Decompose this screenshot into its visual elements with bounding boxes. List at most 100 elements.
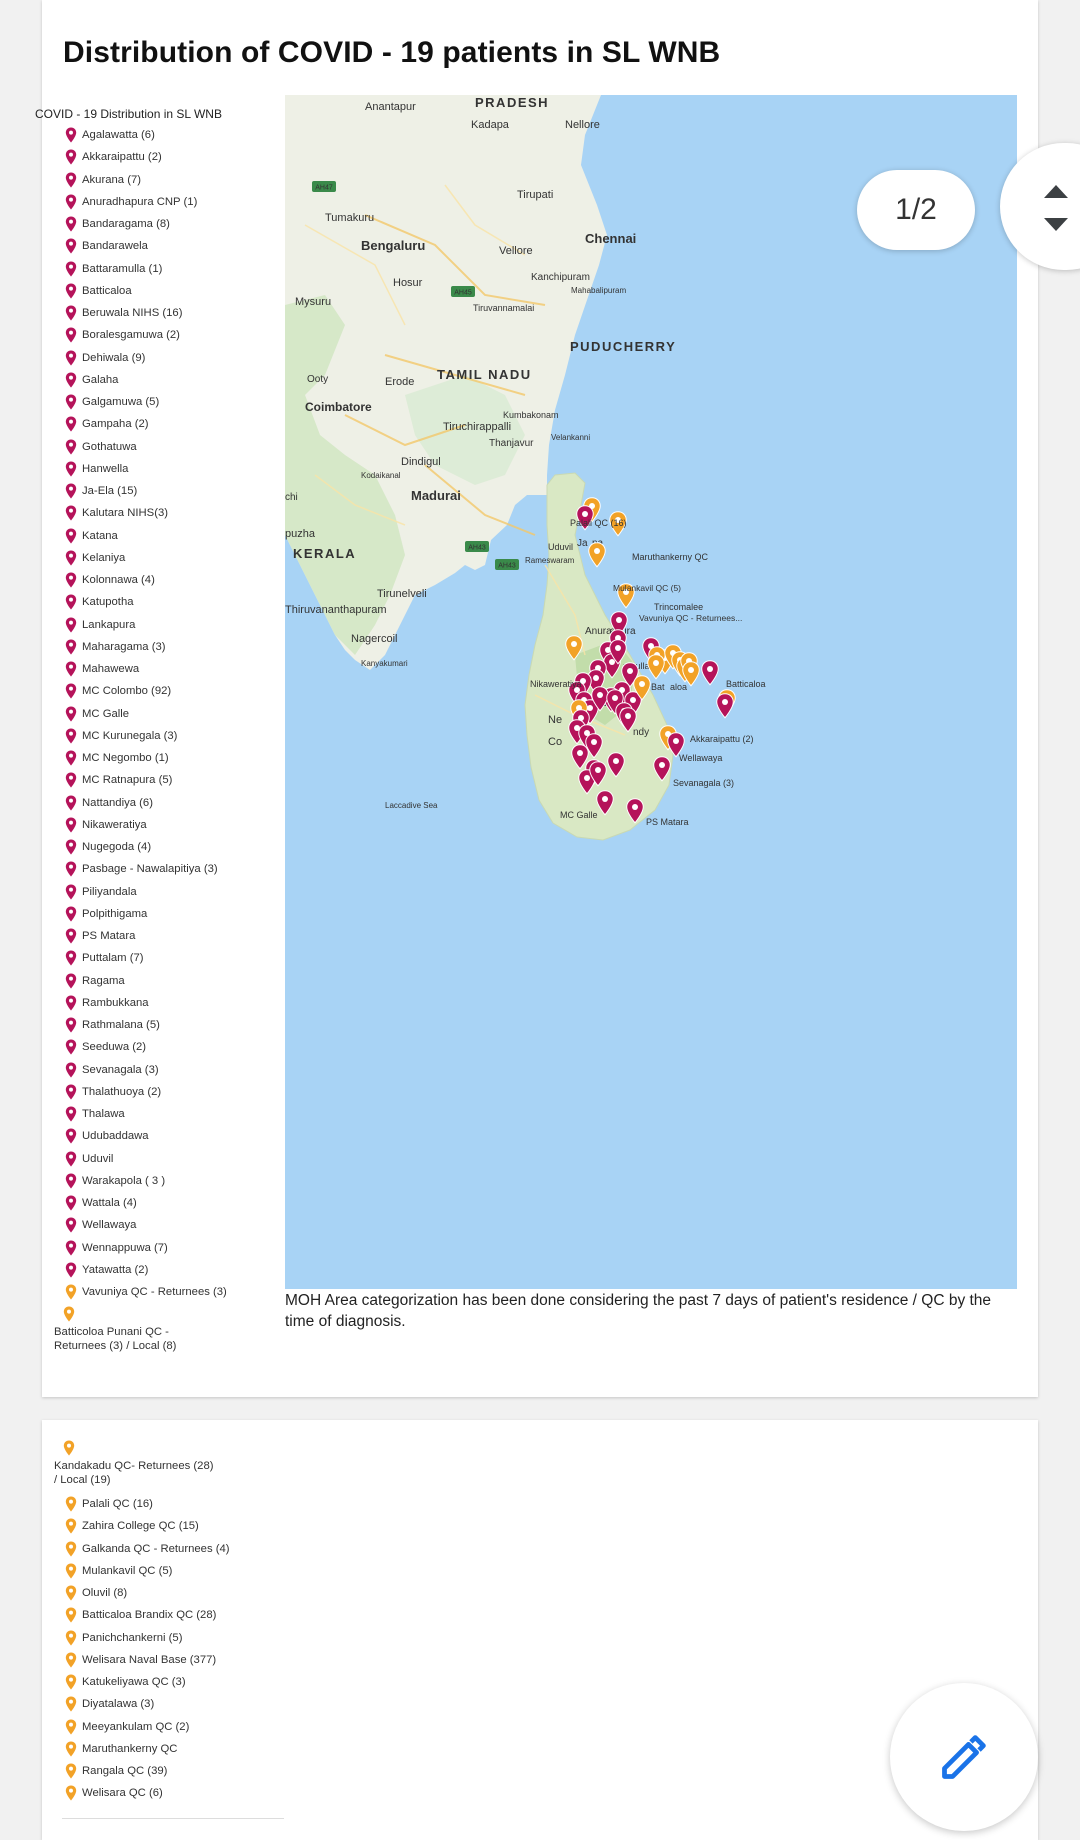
legend-item[interactable]: Uduvil (65, 1150, 280, 1174)
legend-item[interactable]: Agalawatta (6) (65, 127, 280, 150)
map-canvas[interactable]: PRADESH TAMIL NADU KERALA PUDUCHERRY Anantap… (285, 95, 1017, 1289)
map-pin-icon (65, 1741, 77, 1757)
legend-item[interactable]: Akkaraipattu (2) (65, 149, 280, 172)
map-pin[interactable] (647, 654, 665, 680)
legend-item[interactable]: Panichchankerni (5) (65, 1629, 280, 1653)
legend-item[interactable]: Batticaloa (65, 283, 280, 306)
legend-item[interactable]: Welisara QC (6) (65, 1785, 280, 1808)
legend-item[interactable]: Diyatalawa (3) (65, 1696, 280, 1719)
legend-item[interactable]: Yatawatta (2) (65, 1262, 280, 1285)
legend-item[interactable]: Battaramulla (1) (65, 260, 280, 284)
legend-item[interactable]: MC Kurunegala (3) (65, 728, 280, 751)
legend-item[interactable]: Wattala (4) (65, 1195, 280, 1218)
legend-item[interactable]: Anuradhapura CNP (1) (65, 194, 280, 217)
map-pin[interactable] (619, 707, 637, 733)
legend-item[interactable]: Wellawaya (65, 1217, 280, 1240)
legend-item[interactable]: Piliyandala (65, 883, 280, 907)
legend-item[interactable]: Lankapura (65, 616, 280, 640)
legend-item[interactable]: Mahawewa (65, 661, 280, 684)
legend-item[interactable]: Galkanda QC - Returnees (4) (65, 1540, 280, 1564)
legend-item[interactable]: Nikaweratiya (65, 817, 280, 840)
legend-item[interactable]: Hanwella (65, 461, 280, 484)
map-pin[interactable] (588, 542, 606, 568)
legend-item[interactable]: Warakapola ( 3 ) (65, 1173, 280, 1196)
legend-item[interactable]: Nugegoda (4) (65, 839, 280, 862)
legend-item[interactable]: Seeduwa (2) (65, 1039, 280, 1062)
legend-item[interactable]: Bandarawela (65, 238, 280, 261)
map-pin[interactable] (576, 505, 594, 531)
legend-item[interactable]: Polpithigama (65, 906, 280, 929)
legend-item[interactable]: MC Galle (65, 705, 280, 729)
map-pin[interactable] (633, 675, 651, 701)
map-pin[interactable] (591, 686, 609, 712)
legend-item[interactable]: Akurana (7) (65, 171, 280, 195)
legend-item[interactable]: Vavuniya QC - Returnees (3) (65, 1284, 280, 1307)
map-pin[interactable] (701, 660, 719, 686)
legend-item[interactable]: Thalathuoya (2) (65, 1084, 280, 1107)
map-pin[interactable] (596, 790, 614, 816)
legend-item[interactable]: Dehiwala (9) (65, 349, 280, 373)
map-view[interactable]: PRADESH TAMIL NADU KERALA PUDUCHERRY Anantap… (285, 95, 1017, 1289)
legend-item[interactable]: Batticoloa Punani QC - Returnees (3) / L… (54, 1306, 280, 1353)
legend-item[interactable]: MC Colombo (92) (65, 683, 280, 706)
map-pin-icon (65, 1496, 77, 1512)
map-pin[interactable] (609, 639, 627, 665)
map-pin[interactable] (667, 732, 685, 758)
legend-item[interactable]: Welisara Naval Base (377) (65, 1652, 280, 1675)
map-pin[interactable] (565, 635, 583, 661)
map-pin[interactable] (716, 693, 734, 719)
legend-item[interactable]: Maruthankerny QC (65, 1741, 280, 1764)
legend-item[interactable]: Katupotha (65, 594, 280, 617)
arrow-down-icon[interactable] (1042, 217, 1070, 233)
legend-item[interactable]: Mulankavil QC (5) (65, 1563, 280, 1586)
map-pin[interactable] (617, 583, 635, 609)
legend-item[interactable]: PS Matara (65, 928, 280, 951)
map-pin[interactable] (571, 744, 589, 770)
legend-item[interactable]: Ja-Ela (15) (65, 483, 280, 506)
map-pin-icon (65, 461, 77, 477)
legend-item[interactable]: Gothatuwa (65, 438, 280, 462)
map-pin-icon (65, 416, 77, 432)
map-pin[interactable] (607, 752, 625, 778)
legend-item[interactable]: MC Negombo (1) (65, 750, 280, 773)
legend-item[interactable]: Zahira College QC (15) (65, 1518, 280, 1541)
arrow-up-icon[interactable] (1042, 183, 1070, 199)
edit-button[interactable] (890, 1683, 1038, 1831)
legend-item[interactable]: MC Ratnapura (5) (65, 772, 280, 795)
legend-item[interactable]: Ragama (65, 972, 280, 996)
legend-item[interactable]: Batticaloa Brandix QC (28) (65, 1607, 280, 1630)
legend-item[interactable]: Galaha (65, 372, 280, 395)
legend-item[interactable]: Katana (65, 527, 280, 551)
legend-item[interactable]: Galgamuwa (5) (65, 394, 280, 417)
map-pin[interactable] (585, 733, 603, 759)
legend-item[interactable]: Kolonnawa (4) (65, 572, 280, 595)
legend-item[interactable]: Nattandiya (6) (65, 794, 280, 818)
legend-item[interactable]: Pasbage - Nawalapitiya (3) (65, 861, 280, 884)
legend-item[interactable]: Gampaha (2) (65, 416, 280, 439)
legend-item[interactable]: Wennappuwa (7) (65, 1239, 280, 1263)
legend-item[interactable]: Oluvil (8) (65, 1585, 280, 1608)
legend-item[interactable]: Meeyankulam QC (2) (65, 1718, 280, 1742)
legend-item[interactable]: Sevanagala (3) (65, 1061, 280, 1085)
legend-item[interactable]: Rambukkana (65, 995, 280, 1018)
legend-item[interactable]: Beruwala NIHS (16) (65, 305, 280, 328)
legend-item[interactable]: Kandakadu QC- Returnees (28) / Local (19… (54, 1440, 280, 1487)
legend-item-label: Nattandiya (6) (82, 796, 153, 809)
legend-item[interactable]: Rangala QC (39) (65, 1763, 280, 1786)
legend-item[interactable]: Boralesgamuwa (2) (65, 327, 280, 350)
legend-item[interactable]: Thalawa (65, 1106, 280, 1129)
legend-item[interactable]: Bandaragama (8) (65, 216, 280, 239)
legend-item[interactable]: Palali QC (16) (65, 1496, 280, 1519)
legend-item[interactable]: Rathmalana (5) (65, 1017, 280, 1040)
legend-item[interactable]: Katukeliyawa QC (3) (65, 1674, 280, 1697)
legend-item[interactable]: Kelaniya (65, 550, 280, 573)
map-pin[interactable] (653, 756, 671, 782)
legend-item[interactable]: Puttalam (7) (65, 950, 280, 973)
legend-item[interactable]: Maharagama (3) (65, 639, 280, 662)
map-pin[interactable] (626, 798, 644, 824)
map-pin[interactable] (589, 761, 607, 787)
legend-item[interactable]: Kalutara NIHS(3) (65, 505, 280, 528)
map-pin[interactable] (609, 511, 627, 537)
legend-item[interactable]: Udubaddawa (65, 1128, 280, 1151)
map-pin[interactable] (682, 661, 700, 687)
